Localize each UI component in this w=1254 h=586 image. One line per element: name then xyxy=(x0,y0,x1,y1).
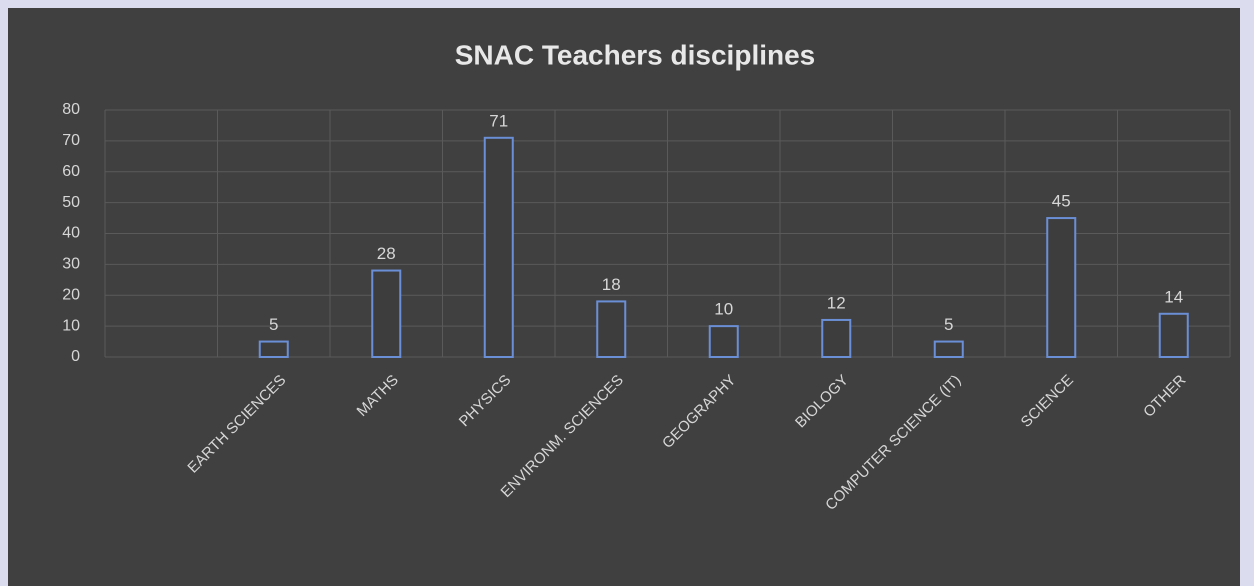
bar xyxy=(933,340,964,358)
bar xyxy=(483,136,514,358)
data-label: 5 xyxy=(269,315,278,334)
y-tick-label: 40 xyxy=(62,225,80,242)
data-label: 5 xyxy=(944,315,953,334)
data-label: 45 xyxy=(1052,192,1071,211)
bar xyxy=(1046,217,1077,358)
data-label: 28 xyxy=(377,244,396,263)
data-label: 10 xyxy=(714,300,733,319)
y-tick-label: 30 xyxy=(62,256,80,273)
y-tick-label: 60 xyxy=(62,163,80,180)
y-tick-label: 50 xyxy=(62,194,80,211)
y-tick-label: 20 xyxy=(62,286,80,303)
data-label: 71 xyxy=(489,111,508,130)
chart-background xyxy=(8,8,1240,586)
bar xyxy=(258,340,289,358)
bar xyxy=(1158,312,1189,358)
y-tick-label: 0 xyxy=(71,348,80,365)
data-label: 14 xyxy=(1164,287,1183,306)
data-label: 18 xyxy=(602,275,621,294)
data-label: 12 xyxy=(827,293,846,312)
bar xyxy=(371,269,402,358)
y-tick-label: 80 xyxy=(62,101,80,118)
y-tick-label: 70 xyxy=(62,132,80,149)
bar xyxy=(821,318,852,359)
bar xyxy=(596,300,627,358)
y-tick-label: 10 xyxy=(62,317,80,334)
bar xyxy=(708,325,739,358)
chart-title: SNAC Teachers disciplines xyxy=(455,39,816,70)
